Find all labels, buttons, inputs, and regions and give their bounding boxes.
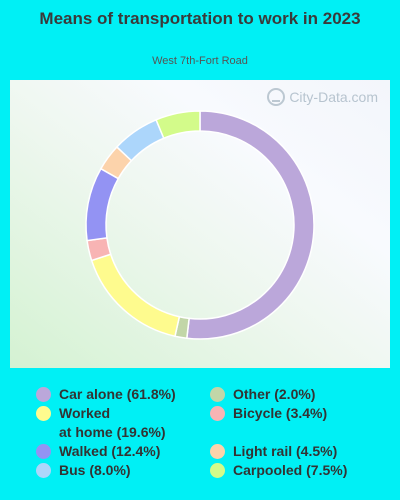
plot-area: City-Data.com [10, 80, 390, 368]
slice-worked-at-home [90, 253, 181, 338]
legend-label: Other (2.0%) [233, 386, 316, 402]
watermark: City-Data.com [267, 88, 378, 106]
legend-item-worked-at-home: Worked at home (19.6%) [36, 404, 166, 442]
legend-label: Car alone (61.8%) [59, 386, 176, 402]
donut-chart [85, 110, 315, 340]
slice-walked [85, 167, 120, 242]
legend-swatch [36, 463, 51, 478]
legend-item-walked: Walked (12.4%) [36, 442, 160, 461]
legend-item-bicycle: Bicycle (3.4%) [210, 404, 327, 423]
legend-item-bus: Bus (8.0%) [36, 461, 131, 480]
legend-item-car-alone: Car alone (61.8%) [36, 385, 176, 404]
legend-item-other: Other (2.0%) [210, 385, 315, 404]
legend-label: Bus (8.0%) [59, 462, 131, 478]
slice-bus [115, 118, 165, 162]
legend-swatch [36, 387, 51, 402]
legend-item-light-rail: Light rail (4.5%) [210, 442, 337, 461]
watermark-text: City-Data.com [289, 89, 378, 105]
legend: Car alone (61.8%) Other (2.0%) Worked at h… [0, 385, 400, 495]
slice-car-alone [185, 110, 315, 340]
legend-label: Bicycle (3.4%) [233, 405, 328, 421]
legend-swatch [210, 463, 225, 478]
legend-swatch [36, 444, 51, 459]
legend-label: Carpooled (7.5%) [233, 462, 348, 478]
legend-swatch [210, 406, 225, 421]
legend-swatch [210, 387, 225, 402]
legend-label: Worked at home (19.6%) [59, 405, 166, 440]
legend-item-carpooled: Carpooled (7.5%) [210, 461, 347, 480]
legend-label: Walked (12.4%) [59, 443, 161, 459]
legend-swatch [210, 444, 225, 459]
slice-carpooled [155, 110, 201, 140]
legend-label: Light rail (4.5%) [233, 443, 338, 459]
chart-title: Means of transportation to work in 2023 [39, 9, 361, 28]
chart-subtitle: West 7th-Fort Road [152, 55, 248, 67]
legend-swatch [36, 406, 51, 421]
magnifier-icon [267, 88, 286, 106]
